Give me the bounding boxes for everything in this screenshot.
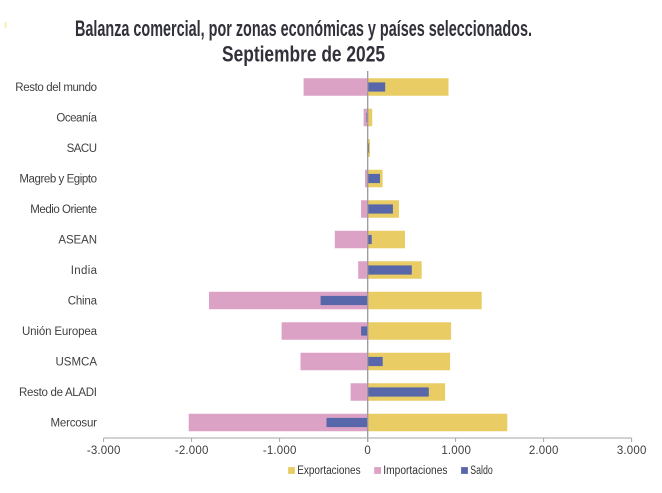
svg-text:2.000: 2.000 [529, 445, 559, 457]
svg-text:Medio Oriente: Medio Oriente [30, 204, 97, 216]
svg-text:Unión Europea: Unión Europea [22, 326, 98, 338]
svg-text:Resto de ALADI: Resto de ALADI [19, 387, 97, 399]
svg-text:USMCA: USMCA [56, 357, 98, 369]
svg-text:Septiembre de 2025: Septiembre de 2025 [222, 42, 385, 67]
svg-text:Importaciones: Importaciones [383, 465, 447, 477]
svg-text:Balanza comercial, por zonas e: Balanza comercial, por zonas económicas … [75, 16, 532, 41]
svg-text:Exportaciones: Exportaciones [297, 465, 361, 477]
svg-text:ASEAN: ASEAN [58, 235, 97, 247]
svg-text:India: India [71, 265, 98, 277]
svg-text:Resto del mundo: Resto del mundo [15, 82, 97, 94]
svg-text:Saldo: Saldo [470, 465, 493, 477]
svg-text:3.000: 3.000 [617, 445, 647, 457]
svg-text:0: 0 [364, 445, 370, 457]
svg-text:Magreb y Egipto: Magreb y Egipto [19, 174, 97, 186]
svg-text:SACU: SACU [67, 143, 97, 155]
svg-text:Mercosur: Mercosur [51, 418, 98, 430]
svg-text:-3.000: -3.000 [87, 445, 121, 457]
svg-text:-1.000: -1.000 [263, 445, 297, 457]
svg-text:China: China [68, 296, 98, 308]
svg-text:-2.000: -2.000 [175, 445, 209, 457]
svg-text:1.000: 1.000 [441, 445, 471, 457]
svg-text:Oceanía: Oceanía [56, 113, 97, 125]
